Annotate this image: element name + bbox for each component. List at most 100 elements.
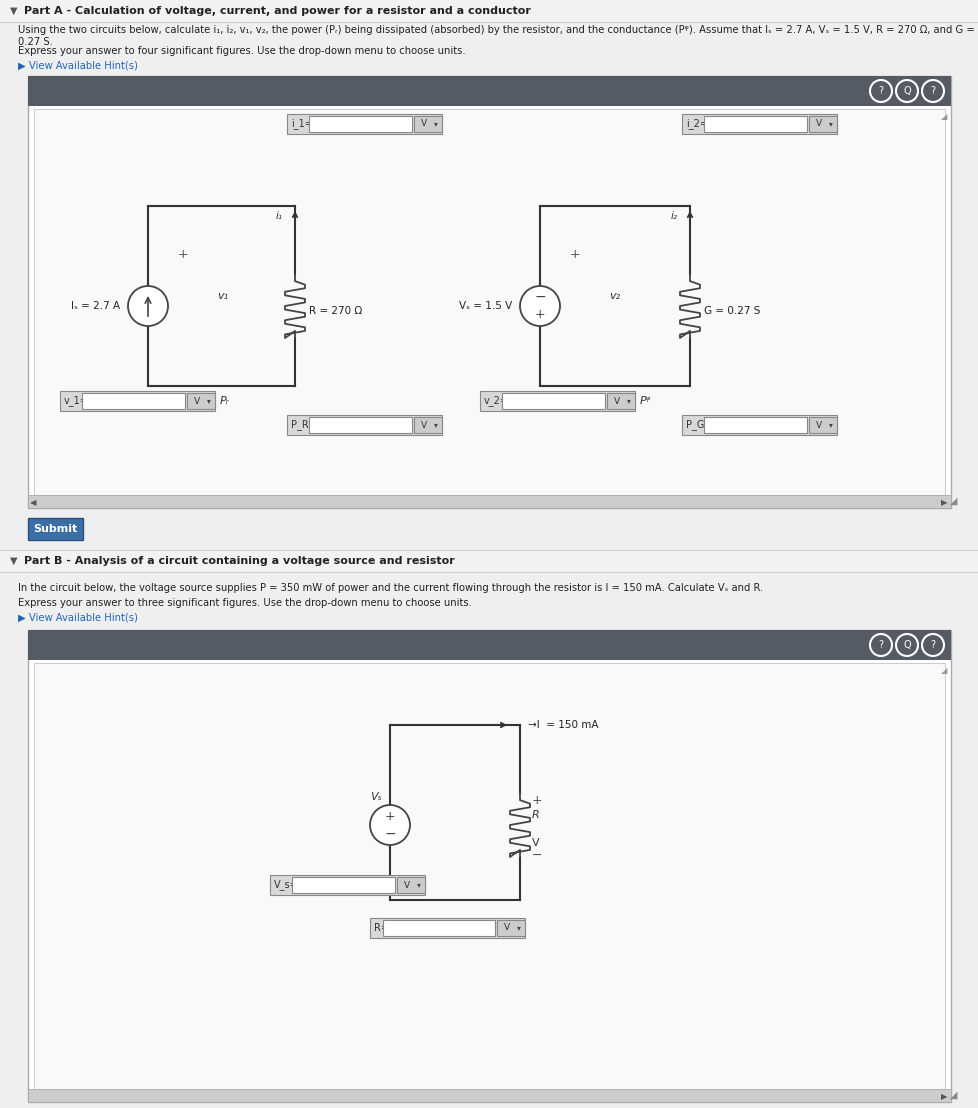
Text: V: V [421, 120, 426, 129]
Text: Using the two circuits below, calculate i₁, i₂, v₁, v₂, the power (Pᵣ) being dis: Using the two circuits below, calculate … [18, 25, 974, 47]
Bar [397, 878, 424, 893]
Text: −: − [383, 827, 395, 841]
Bar [808, 417, 836, 433]
Text: V: V [531, 838, 539, 848]
Bar [28, 76, 950, 507]
Bar [82, 393, 185, 409]
Bar [414, 417, 441, 433]
Text: Submit: Submit [33, 524, 77, 534]
Text: ▶ View Available Hint(s): ▶ View Available Hint(s) [18, 612, 138, 622]
Text: +: + [177, 247, 188, 260]
Text: V_s=: V_s= [274, 880, 298, 891]
Text: i₂: i₂ [670, 211, 678, 220]
Text: P_G=: P_G= [686, 420, 712, 430]
Text: +: + [569, 247, 580, 260]
Bar [28, 630, 950, 1102]
Text: P_R=: P_R= [290, 420, 317, 430]
Text: i_2=: i_2= [686, 119, 707, 130]
Circle shape [128, 286, 168, 326]
Bar [28, 76, 950, 106]
Bar [703, 116, 806, 132]
Bar [291, 878, 394, 893]
Text: Q: Q [903, 640, 910, 650]
Bar [497, 920, 524, 936]
Text: ?: ? [877, 86, 883, 96]
Text: ?: ? [877, 640, 883, 650]
Text: ▾: ▾ [433, 120, 437, 129]
Text: Iₛ = 2.7 A: Iₛ = 2.7 A [70, 301, 120, 311]
Text: Pᵣ: Pᵣ [220, 396, 230, 406]
Text: ▾: ▾ [828, 120, 832, 129]
Text: In the circuit below, the voltage source supplies P = 350 mW of power and the cu: In the circuit below, the voltage source… [18, 583, 763, 593]
Bar [34, 663, 944, 1089]
Text: ◀: ◀ [30, 497, 36, 507]
Bar [287, 114, 441, 134]
Text: −: − [534, 290, 546, 304]
Text: ▾: ▾ [627, 397, 630, 406]
Text: v_2=: v_2= [483, 396, 509, 407]
Bar [309, 116, 412, 132]
Text: ▶ View Available Hint(s): ▶ View Available Hint(s) [18, 60, 138, 70]
Text: Part A - Calculation of voltage, current, and power for a resistor and a conduct: Part A - Calculation of voltage, current… [24, 6, 530, 16]
Text: →I  = 150 mA: →I = 150 mA [527, 720, 598, 730]
Bar [28, 630, 950, 660]
Text: ▶: ▶ [940, 1092, 946, 1101]
Text: ▾: ▾ [433, 421, 437, 430]
Text: ◢: ◢ [950, 1090, 956, 1100]
Text: R: R [531, 810, 539, 820]
Text: V: V [815, 421, 822, 430]
Bar [287, 416, 441, 435]
Text: V: V [421, 421, 426, 430]
Bar [28, 495, 950, 507]
Text: v₁: v₁ [217, 291, 228, 301]
Bar [414, 116, 441, 132]
Text: ?: ? [929, 86, 935, 96]
Text: ▾: ▾ [207, 397, 210, 406]
Text: V: V [404, 881, 410, 890]
Text: Part B - Analysis of a circuit containing a voltage source and resistor: Part B - Analysis of a circuit containin… [24, 556, 455, 566]
Text: ▾: ▾ [516, 923, 520, 933]
Text: Q: Q [903, 86, 910, 96]
Text: +: + [534, 308, 545, 321]
Bar [28, 1089, 950, 1102]
Text: Vₛ: Vₛ [370, 792, 381, 802]
Bar [0, 0, 978, 22]
Bar [703, 417, 806, 433]
Text: ▾: ▾ [417, 881, 421, 890]
Text: ◢: ◢ [950, 496, 956, 506]
Bar [682, 114, 836, 134]
Bar [606, 393, 635, 409]
Bar [370, 919, 524, 938]
Circle shape [519, 286, 559, 326]
Text: R = 270 Ω: R = 270 Ω [309, 306, 362, 316]
Text: ▼: ▼ [10, 6, 18, 16]
Text: V: V [504, 923, 510, 933]
Bar [187, 393, 215, 409]
Bar [34, 109, 944, 495]
Text: +: + [384, 810, 395, 822]
Bar [479, 391, 635, 411]
Text: R=: R= [374, 923, 388, 933]
Text: i₁: i₁ [276, 211, 283, 220]
Text: ▾: ▾ [828, 421, 832, 430]
Text: ◢: ◢ [940, 666, 946, 675]
Text: V: V [613, 397, 619, 406]
Text: Pᵠ: Pᵠ [640, 396, 650, 406]
Text: ◢: ◢ [940, 112, 946, 121]
Text: v₂: v₂ [609, 291, 620, 301]
Bar [682, 416, 836, 435]
Text: Vₛ = 1.5 V: Vₛ = 1.5 V [459, 301, 511, 311]
Bar [382, 920, 495, 936]
Text: ▼: ▼ [10, 556, 18, 566]
Bar [808, 116, 836, 132]
Bar [60, 391, 215, 411]
Text: Express your answer to four significant figures. Use the drop-down menu to choos: Express your answer to four significant … [18, 47, 466, 57]
Text: −: − [531, 849, 542, 862]
Text: ?: ? [929, 640, 935, 650]
Bar [0, 550, 978, 572]
Text: G = 0.27 S: G = 0.27 S [703, 306, 760, 316]
Text: ▶: ▶ [940, 497, 946, 507]
Bar [270, 875, 424, 895]
Circle shape [370, 806, 410, 845]
Text: +: + [531, 793, 542, 807]
